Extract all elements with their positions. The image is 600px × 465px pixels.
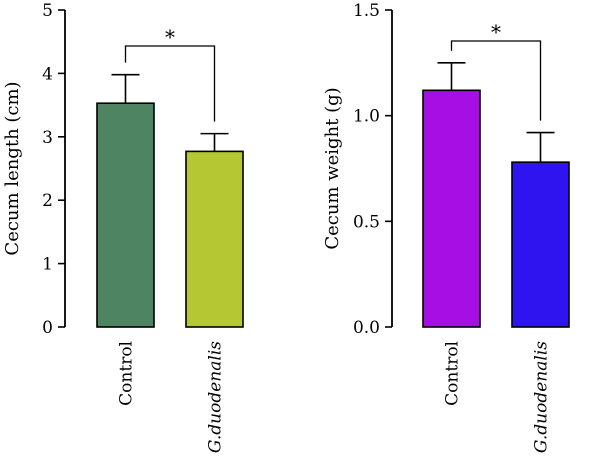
bar-g-duodenalis (185, 150, 244, 328)
y-tick-label: 1.5 (353, 1, 380, 21)
significance-bracket (450, 40, 542, 121)
cecum-length-panel: 0 1 2 3 4 5 Cecum length (cm) Control G.duodenal… (2, 1, 244, 453)
cecum-weight-panel: 0.0 0.5 1.0 1.5 Cecum weight (g) Control G.duo… (322, 1, 570, 453)
y-tick-label: 0 (42, 318, 53, 338)
y-tick-label: 2 (42, 191, 53, 211)
bar-control (96, 102, 155, 328)
y-tick-label: 3 (42, 128, 53, 148)
significance-marker: * (491, 20, 501, 44)
y-tick-label: 5 (42, 1, 53, 21)
y-axis-title: Cecum length (cm) (2, 81, 23, 255)
y-tick-label: 0.5 (353, 212, 380, 232)
bar-control (422, 89, 481, 328)
bar-g-duodenalis (511, 161, 570, 328)
x-category-label: G.duodenalis (532, 341, 552, 453)
y-tick-label: 1 (42, 255, 53, 275)
x-category-label: Control (443, 341, 463, 406)
y-tick-label: 0.0 (353, 318, 380, 338)
x-category-label: G.duodenalis (206, 341, 226, 453)
y-tick-label: 4 (42, 64, 53, 84)
y-tick-label: 1.0 (353, 107, 380, 127)
significance-marker: * (165, 25, 175, 49)
x-category-label: Control (117, 341, 137, 406)
significance-bracket (124, 45, 216, 122)
y-axis-title: Cecum weight (g) (322, 87, 343, 249)
